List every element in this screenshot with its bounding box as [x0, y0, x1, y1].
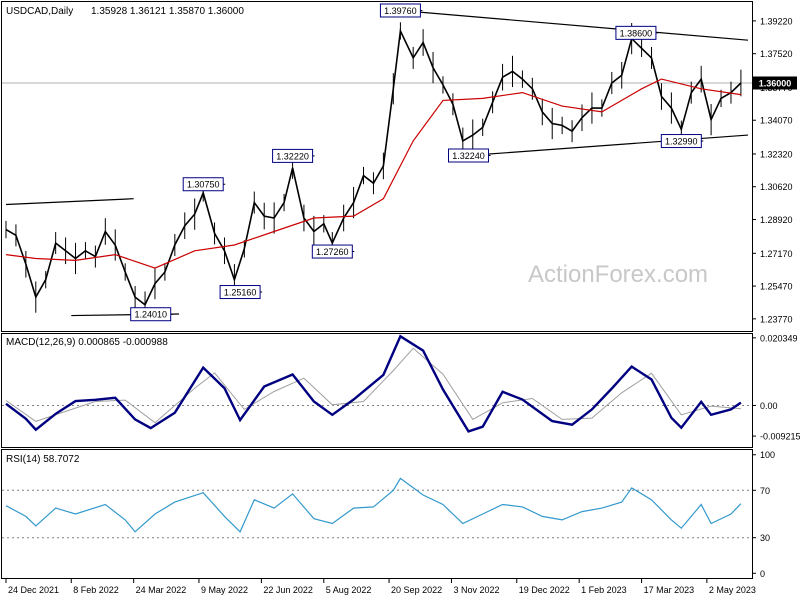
- macd-title: MACD(12,26,9) 0.000865 -0.000988: [6, 337, 168, 348]
- x-axis-label: 22 Jun 2022: [263, 585, 313, 595]
- annotation-box: [448, 148, 490, 163]
- annotation-box: [219, 285, 261, 300]
- price-axis-label: 1.39220: [760, 16, 793, 26]
- price-axis-label: 1.25470: [760, 282, 793, 292]
- annotation-box: [130, 307, 172, 322]
- annotation-label: 1.30750: [187, 180, 220, 190]
- rsi-layer: 100 70 30 0: [2, 450, 775, 579]
- x-axis-label: 24 Mar 2022: [136, 585, 187, 595]
- macd-axis-label: 0.00: [760, 401, 778, 411]
- annotation-label: 1.32240: [452, 151, 485, 161]
- rsi-title: RSI(14) 58.7072: [6, 454, 80, 465]
- price-panel-frame: [1, 1, 753, 332]
- rsi-line: [5, 477, 742, 533]
- x-axis-label: 8 Feb 2022: [73, 585, 119, 595]
- macd-axis-label: -0.009215: [760, 432, 800, 442]
- rsi-axis-label: 0: [760, 569, 765, 579]
- macd-signal-line: [5, 347, 741, 424]
- x-axis-label: 17 Mar 2023: [644, 585, 695, 595]
- price-axis-label: 1.32320: [760, 149, 793, 159]
- macd-axis-label: 0.020349: [760, 333, 798, 343]
- annotation-box: [660, 134, 702, 149]
- watermark: ActionForex.com: [528, 261, 708, 288]
- annotation-box: [272, 148, 314, 163]
- x-axis-label: 20 Sep 2022: [391, 585, 442, 595]
- annotation-box: [615, 25, 657, 40]
- annotation-label: 1.27260: [316, 247, 349, 257]
- current-price-label: 1.36000: [759, 78, 792, 88]
- trendline: [5, 198, 134, 206]
- annotation-box: [182, 177, 224, 192]
- annotation-label: 1.39760: [384, 6, 417, 16]
- x-axis-label: 3 Nov 2022: [453, 585, 499, 595]
- annotation-label: 1.38600: [620, 28, 653, 38]
- x-axis-label: 24 Dec 2021: [8, 585, 59, 595]
- x-axis-label: 5 Aug 2022: [326, 585, 372, 595]
- price-axis-label: 1.34070: [760, 116, 793, 126]
- macd-layer: 0.020349 0.00 -0.009215: [2, 333, 800, 442]
- annotation-box: [379, 3, 421, 18]
- rsi-axis-label: 30: [760, 533, 770, 543]
- moving-average-line: [5, 78, 741, 269]
- x-axis-label: 1 Feb 2023: [581, 585, 627, 595]
- current-price-tag: [753, 76, 797, 90]
- annotation-label: 1.32220: [276, 151, 309, 161]
- price-axis-label: 1.27170: [760, 249, 793, 259]
- price-axis-label: 1.23770: [760, 314, 793, 324]
- price-axis-label: 1.37520: [760, 49, 793, 59]
- annotation-label: 1.24010: [134, 310, 167, 320]
- price-axis-label: 1.28920: [760, 215, 793, 225]
- price-layer: 1.392201.375201.357701.340701.323201.306…: [2, 3, 797, 324]
- annotation-box: [311, 244, 353, 259]
- rsi-axis-label: 70: [760, 486, 770, 496]
- chart-ohlc: 1.35928 1.36121 1.35870 1.36000: [91, 6, 244, 17]
- axis-layer: 24 Dec 2021 8 Feb 2022 24 Mar 2022 9 May 20…: [5, 578, 756, 595]
- annotation-label: 1.32990: [665, 137, 698, 147]
- annotation-label: 1.25160: [224, 288, 257, 298]
- price-axis-label: 1.30620: [760, 182, 793, 192]
- macd-main-line: [5, 334, 742, 433]
- x-axis-label: 19 Dec 2022: [519, 585, 570, 595]
- rsi-panel-frame: [1, 449, 753, 579]
- macd-panel-frame: [1, 333, 753, 448]
- x-axis-label: 2 May 2023: [709, 585, 756, 595]
- chart-symbol: USDCAD,Daily: [6, 6, 73, 17]
- trendline: [400, 9, 749, 41]
- x-axis-label: 9 May 2022: [201, 585, 248, 595]
- rsi-axis-label: 100: [760, 450, 775, 460]
